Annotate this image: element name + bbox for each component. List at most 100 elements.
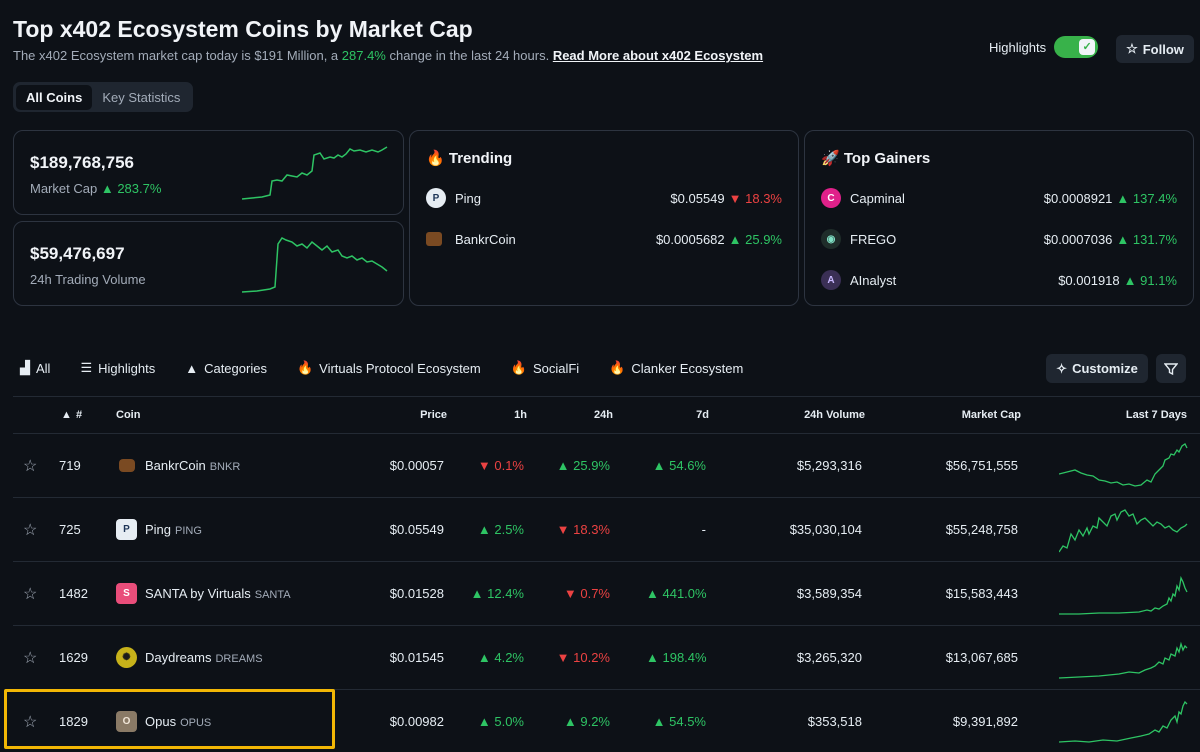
page-title: Top x402 Ecosystem Coins by Market Cap	[13, 16, 473, 42]
row-1h-value: 0.1%	[494, 458, 524, 473]
sort-icon[interactable]: ▲	[61, 409, 72, 421]
filter-icon	[1164, 362, 1178, 375]
row-1h: ▲ 12.4%	[470, 586, 524, 601]
table-row[interactable]: ☆ 719 BankrCoin BNKR $0.00057 ▼ 0.1% ▲ 25…	[13, 434, 1200, 498]
table-row[interactable]: ☆ 725 P Ping PING $0.05549 ▲ 2.5% ▼ 18.3%…	[13, 498, 1200, 562]
top-gainers-title-row: 🚀 Top Gainers	[821, 149, 930, 167]
tab-key-statistics[interactable]: Key Statistics	[102, 89, 181, 105]
trending-item[interactable]: P Ping $0.05549 ▼ 18.3%	[426, 187, 782, 209]
col-rank[interactable]: #	[76, 409, 83, 421]
col-coin[interactable]: Coin	[116, 409, 141, 421]
row-24h: ▲ 9.2%	[563, 714, 610, 729]
tab-all-coins[interactable]: All Coins	[16, 84, 93, 110]
trending-item-change: ▲ 25.9%	[728, 231, 782, 247]
table-header: ▲ # Coin Price 1h 24h 7d 24h Volume Mark…	[13, 396, 1200, 434]
row-price: $0.00057	[389, 458, 444, 473]
col-1h[interactable]: 1h	[514, 409, 527, 421]
follow-button[interactable]: ☆ Follow	[1116, 35, 1194, 63]
gainer-item-price: $0.001918	[1058, 272, 1120, 288]
row-coin-symbol: BNKR	[209, 461, 241, 473]
row-coin-name: BankrCoin	[145, 458, 206, 473]
trending-title: Trending	[448, 150, 513, 167]
gainer-item-change: ▲ 137.4%	[1116, 190, 1177, 206]
row-sparkline	[1059, 575, 1188, 615]
star-icon[interactable]: ☆	[23, 714, 38, 731]
col-last-7-days: Last 7 Days	[1125, 409, 1187, 421]
row-volume: $3,589,354	[796, 586, 862, 601]
highlights-label: Highlights	[989, 39, 1047, 55]
row-7d-value: 54.5%	[669, 714, 706, 729]
tab-socialfi[interactable]: 🔥 SocialFi	[511, 360, 579, 376]
customize-label: Customize	[1072, 361, 1138, 376]
row-7d: ▲ 54.6%	[652, 458, 706, 473]
row-7d-value: 54.6%	[669, 458, 706, 473]
table-row[interactable]: ☆ 1829 O Opus OPUS $0.00982 ▲ 5.0% ▲ 9.2%…	[13, 690, 1200, 752]
market-cap-card: $189,768,756 Market Cap ▲ 283.7%	[13, 130, 404, 215]
tab-highlights[interactable]: ☰ Highlights	[80, 360, 155, 376]
trending-item-change-value: 18.3%	[745, 190, 782, 206]
row-coin[interactable]: BankrCoin BNKR	[145, 458, 240, 473]
row-coin[interactable]: Ping PING	[145, 522, 202, 537]
row-coin[interactable]: Daydreams DREAMS	[145, 650, 263, 665]
row-market-cap: $55,248,758	[945, 522, 1018, 537]
tab-categories[interactable]: ▲ Categories	[185, 360, 267, 376]
col-market-cap[interactable]: Market Cap	[961, 409, 1021, 421]
gainer-item[interactable]: ◉ FREGO $0.0007036 ▲ 131.7%	[821, 228, 1177, 250]
trending-item-change-value: 25.9%	[745, 231, 782, 247]
highlights-toggle-group: Highlights ✓	[989, 36, 1099, 58]
highlights-toggle[interactable]: ✓	[1054, 36, 1099, 58]
tab-virtuals-protocol[interactable]: 🔥 Virtuals Protocol Ecosystem	[297, 360, 481, 376]
trending-item-price: $0.05549	[670, 190, 725, 206]
row-coin[interactable]: Opus OPUS	[145, 714, 211, 729]
col-price[interactable]: Price	[420, 409, 447, 421]
table-row[interactable]: ☆ 1629 ✺ Daydreams DREAMS $0.01545 ▲ 4.2%…	[13, 626, 1200, 690]
row-24h: ▼ 18.3%	[556, 522, 610, 537]
row-1h: ▼ 0.1%	[477, 458, 524, 473]
tab-all[interactable]: ▟ All	[20, 360, 50, 376]
tab-clanker-ecosystem[interactable]: 🔥 Clanker Ecosystem	[609, 360, 743, 376]
market-cap-sparkline	[242, 146, 388, 200]
row-coin-symbol: OPUS	[180, 717, 212, 729]
row-1h: ▲ 4.2%	[477, 650, 524, 665]
capminal-logo-icon: C	[821, 188, 841, 208]
volume-sparkline	[242, 237, 388, 293]
tab-label: SocialFi	[532, 360, 580, 376]
fire-icon: 🔥	[609, 360, 626, 375]
highlight-annotation-box	[4, 689, 335, 749]
fire-icon: 🔥	[296, 360, 314, 375]
view-segment: All Coins Key Statistics	[13, 82, 194, 112]
col-24h-volume[interactable]: 24h Volume	[804, 409, 865, 421]
row-price: $0.05549	[389, 522, 444, 537]
star-icon[interactable]: ☆	[23, 522, 38, 539]
col-24h[interactable]: 24h	[594, 409, 613, 421]
read-more-link[interactable]: Read More about x402 Ecosystem	[552, 48, 764, 63]
row-rank: 1482	[59, 586, 88, 601]
market-cap-label-row: Market Cap ▲ 283.7%	[30, 181, 161, 196]
table-row[interactable]: ☆ 1482 S SANTA by Virtuals SANTA $0.01528…	[13, 562, 1200, 626]
bankrcoin-logo-icon	[119, 459, 135, 472]
row-coin[interactable]: SANTA by Virtuals SANTA	[145, 586, 291, 601]
row-24h-value: 0.7%	[580, 586, 610, 601]
row-7d: ▲ 198.4%	[646, 650, 707, 665]
row-market-cap: $13,067,685	[945, 650, 1018, 665]
gainer-item-price: $0.0007036	[1043, 231, 1113, 247]
customize-button[interactable]: ✧ Customize	[1046, 354, 1148, 383]
col-7d[interactable]: 7d	[696, 409, 709, 421]
row-volume: $35,030,104	[789, 522, 862, 537]
gainer-item[interactable]: C Capminal $0.0008921 ▲ 137.4%	[821, 187, 1177, 209]
row-volume: $5,293,316	[796, 458, 862, 473]
row-1h: ▲ 2.5%	[477, 522, 524, 537]
row-sparkline	[1059, 509, 1188, 553]
gainer-item[interactable]: A AInalyst $0.001918 ▲ 91.1%	[821, 269, 1177, 291]
row-coin-name: Daydreams	[145, 650, 212, 665]
star-icon[interactable]: ☆	[23, 586, 38, 603]
row-7d: -	[701, 522, 706, 537]
row-1h: ▲ 5.0%	[477, 714, 524, 729]
tab-label: Highlights	[98, 360, 156, 376]
star-icon[interactable]: ☆	[23, 458, 38, 475]
star-icon[interactable]: ☆	[23, 650, 38, 667]
trending-item[interactable]: BankrCoin $0.0005682 ▲ 25.9%	[426, 228, 782, 250]
filter-button[interactable]	[1156, 354, 1186, 383]
row-sparkline	[1059, 641, 1188, 679]
volume-label: 24h Trading Volume	[30, 272, 146, 287]
